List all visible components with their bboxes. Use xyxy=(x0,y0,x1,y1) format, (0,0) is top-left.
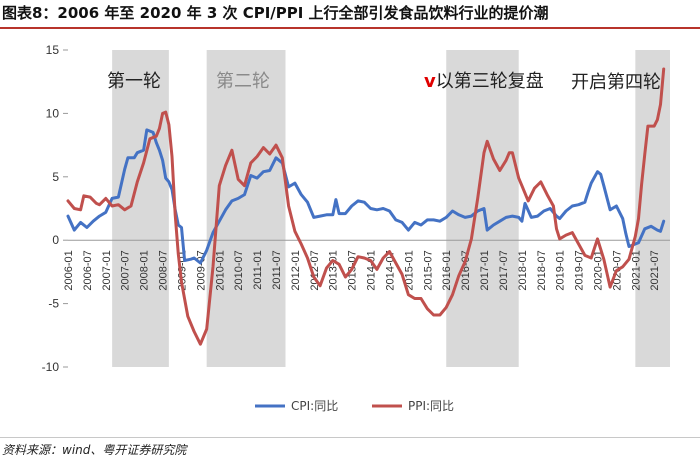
y-tick-label: 10 xyxy=(46,106,60,120)
x-tick-label: 2010-01 xyxy=(214,250,226,290)
x-tick-label: 2019-07 xyxy=(574,250,586,290)
shaded-period-1 xyxy=(112,50,169,367)
title-underline xyxy=(0,27,700,29)
x-tick-label: 2017-01 xyxy=(479,250,491,290)
x-tick-label: 2021-01 xyxy=(630,250,642,290)
annotation-text: 第二轮 xyxy=(216,71,270,92)
chart-title: 图表8：2006 年至 2020 年 3 次 CPI/PPI 上行全部引发食品饮… xyxy=(2,4,549,22)
cpi-ppi-line-chart: 15 10 5 0 -5 -10 2006-01 2006-07 2007-01 2007-07 2… xyxy=(42,43,670,413)
annotation-text: 以第三轮复盘 xyxy=(436,71,544,92)
source-divider xyxy=(0,437,700,438)
annotation-text: 开启第四轮 xyxy=(571,72,661,93)
x-tick-label: 2020-01 xyxy=(593,250,605,290)
shaded-period-4 xyxy=(635,50,670,367)
x-tick-label: 2013-01 xyxy=(328,250,340,290)
x-tick-label: 2015-07 xyxy=(422,250,434,290)
annotation-text: 第一轮 xyxy=(107,71,161,92)
ppi-series-line xyxy=(66,67,666,346)
x-tick-label: 2017-07 xyxy=(498,250,510,290)
y-tick-label: 15 xyxy=(46,43,60,57)
x-tick-label: 2016-01 xyxy=(441,250,453,290)
legend-label-cpi: CPI:同比 xyxy=(291,399,338,413)
x-tick-label: 2018-07 xyxy=(536,250,548,290)
shaded-period-label-3: v以第三轮复盘 xyxy=(424,71,544,92)
shaded-period-label-4: 开启第四轮 xyxy=(571,72,661,93)
shaded-period-2 xyxy=(206,50,286,367)
annotation-check-mark: v xyxy=(424,71,436,92)
x-tick-label: 2006-07 xyxy=(82,250,94,290)
x-tick-label: 2008-07 xyxy=(158,250,170,290)
x-tick-label: 2019-01 xyxy=(555,250,567,290)
x-tick-label: 2018-01 xyxy=(517,250,529,290)
x-tick-label: 2012-01 xyxy=(290,250,302,290)
x-tick-label: 2016-07 xyxy=(460,250,472,290)
shaded-period-label-1: 第一轮 xyxy=(107,71,161,92)
x-tick-label: 2015-01 xyxy=(403,250,415,290)
x-tick-label: 2021-07 xyxy=(649,250,661,290)
source-note: 资料来源：wind、粤开证券研究院 xyxy=(2,443,187,457)
shaded-period-label-2: 第二轮 xyxy=(216,71,270,92)
x-tick-label: 2010-07 xyxy=(233,250,245,290)
y-tick-label: 5 xyxy=(52,170,59,184)
x-tick-label: 2009-07 xyxy=(195,250,207,290)
y-tick-label: 0 xyxy=(52,233,59,247)
x-tick-label: 2007-01 xyxy=(101,250,113,290)
x-tick-label: 2011-01 xyxy=(252,250,264,290)
x-tick-label: 2006-01 xyxy=(63,250,75,290)
legend-label-ppi: PPI:同比 xyxy=(408,399,454,413)
y-tick-label: -10 xyxy=(42,360,60,374)
x-tick-label: 2011-07 xyxy=(271,250,283,290)
y-tick-label: -5 xyxy=(48,297,59,311)
cpi-series-line xyxy=(66,128,666,265)
x-tick-label: 2008-01 xyxy=(139,250,151,290)
x-tick-label: 2007-07 xyxy=(120,250,132,290)
